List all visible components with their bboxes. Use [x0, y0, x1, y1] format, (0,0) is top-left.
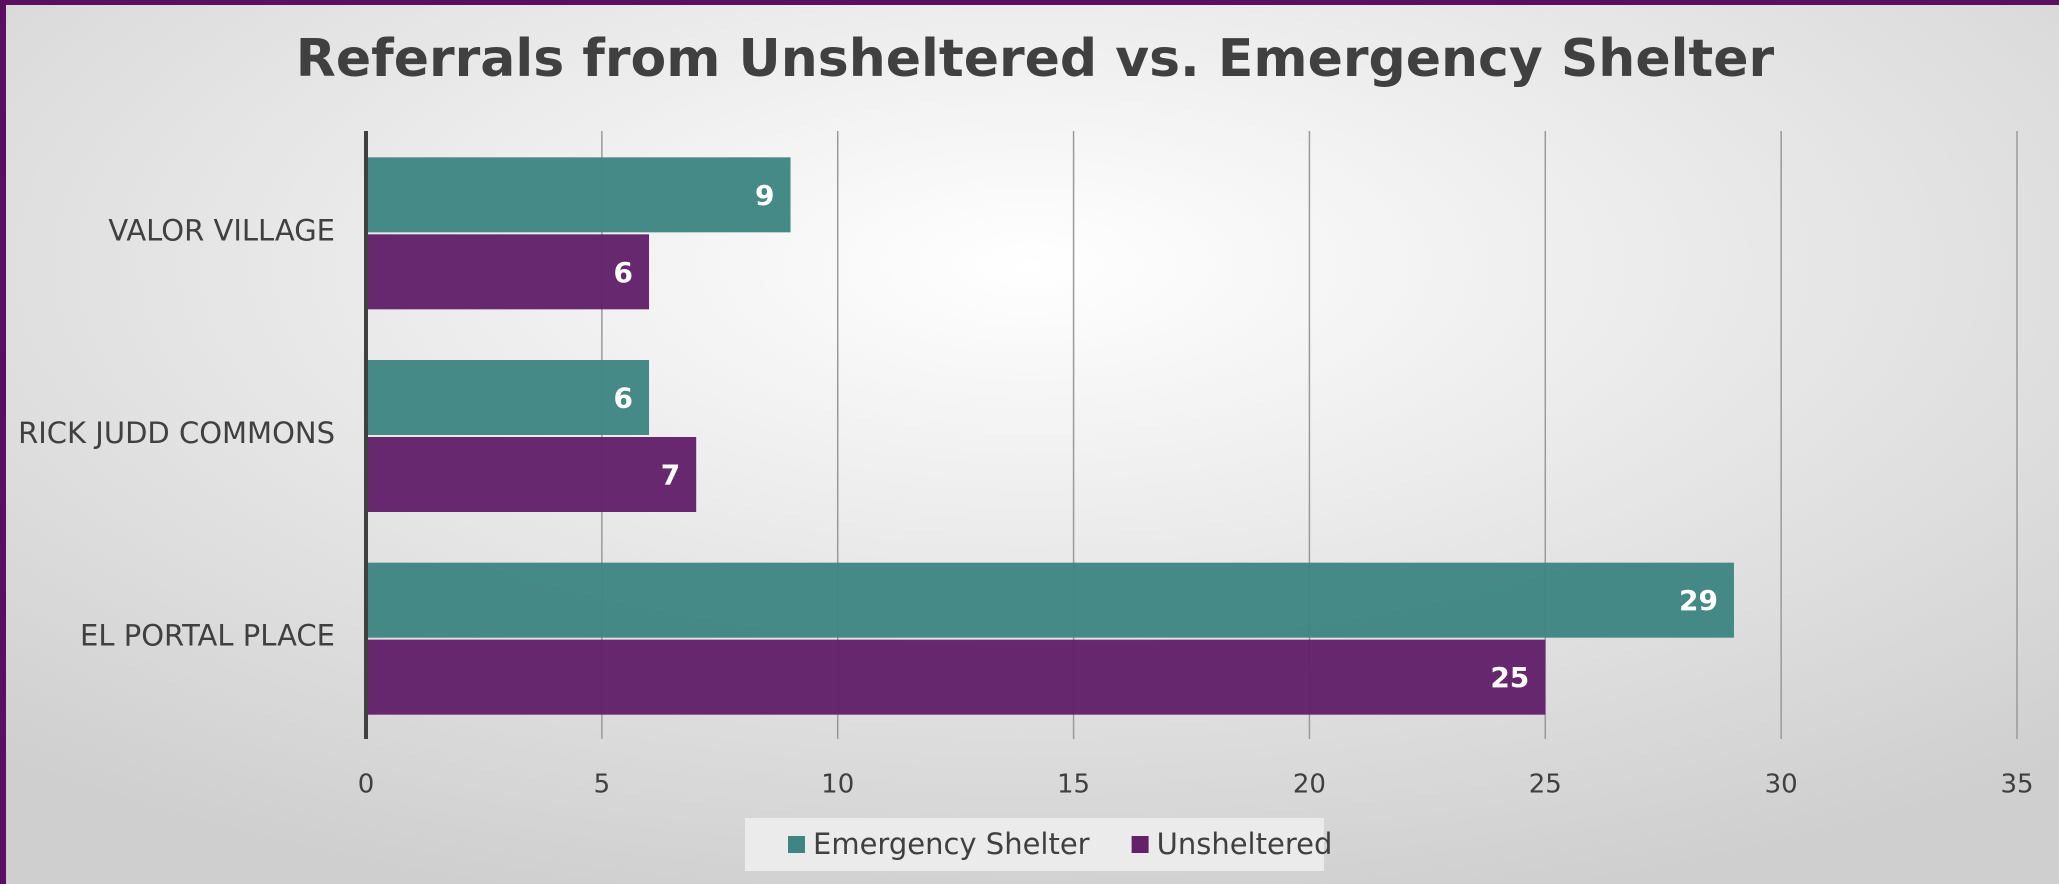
x-tick-label: 35: [2000, 770, 2033, 800]
border-top: [0, 0, 2059, 5]
data-label: 29: [1679, 584, 1718, 617]
bar: [366, 437, 697, 512]
x-tick-label: 30: [1765, 770, 1798, 800]
chart-title: Referrals from Unsheltered vs. Emergency…: [296, 29, 1775, 89]
x-tick-label: 25: [1529, 770, 1562, 800]
legend-swatch: [788, 836, 805, 853]
x-tick-label: 0: [358, 770, 375, 800]
legend-box: [745, 818, 1324, 871]
border-left: [0, 0, 6, 884]
legend-swatch: [1131, 836, 1149, 853]
bar: [366, 639, 1546, 715]
x-tick-label: 20: [1293, 770, 1326, 800]
bar: [366, 562, 1734, 638]
data-label: 25: [1490, 661, 1529, 694]
x-tick-label: 15: [1057, 770, 1090, 800]
bar: [366, 234, 650, 310]
data-label: 7: [661, 459, 680, 492]
bar: [366, 157, 791, 233]
x-tick-label: 5: [594, 770, 611, 800]
data-label: 9: [755, 179, 774, 212]
bar: [366, 360, 650, 435]
y-tick-label: EL PORTAL PLACE: [80, 619, 335, 653]
data-label: 6: [614, 256, 633, 289]
y-tick-label: VALOR VILLAGE: [108, 213, 335, 247]
data-label: 6: [614, 382, 633, 415]
legend-label: Emergency Shelter: [813, 827, 1090, 861]
y-tick-label: RICK JUDD COMMONS: [18, 416, 335, 450]
plot: 9 6 6 7 29 25: [364, 131, 2018, 739]
legend-label: Unsheltered: [1157, 827, 1333, 861]
x-tick-label: 10: [821, 770, 854, 800]
legend: Emergency Shelter Unsheltered: [788, 827, 1332, 861]
